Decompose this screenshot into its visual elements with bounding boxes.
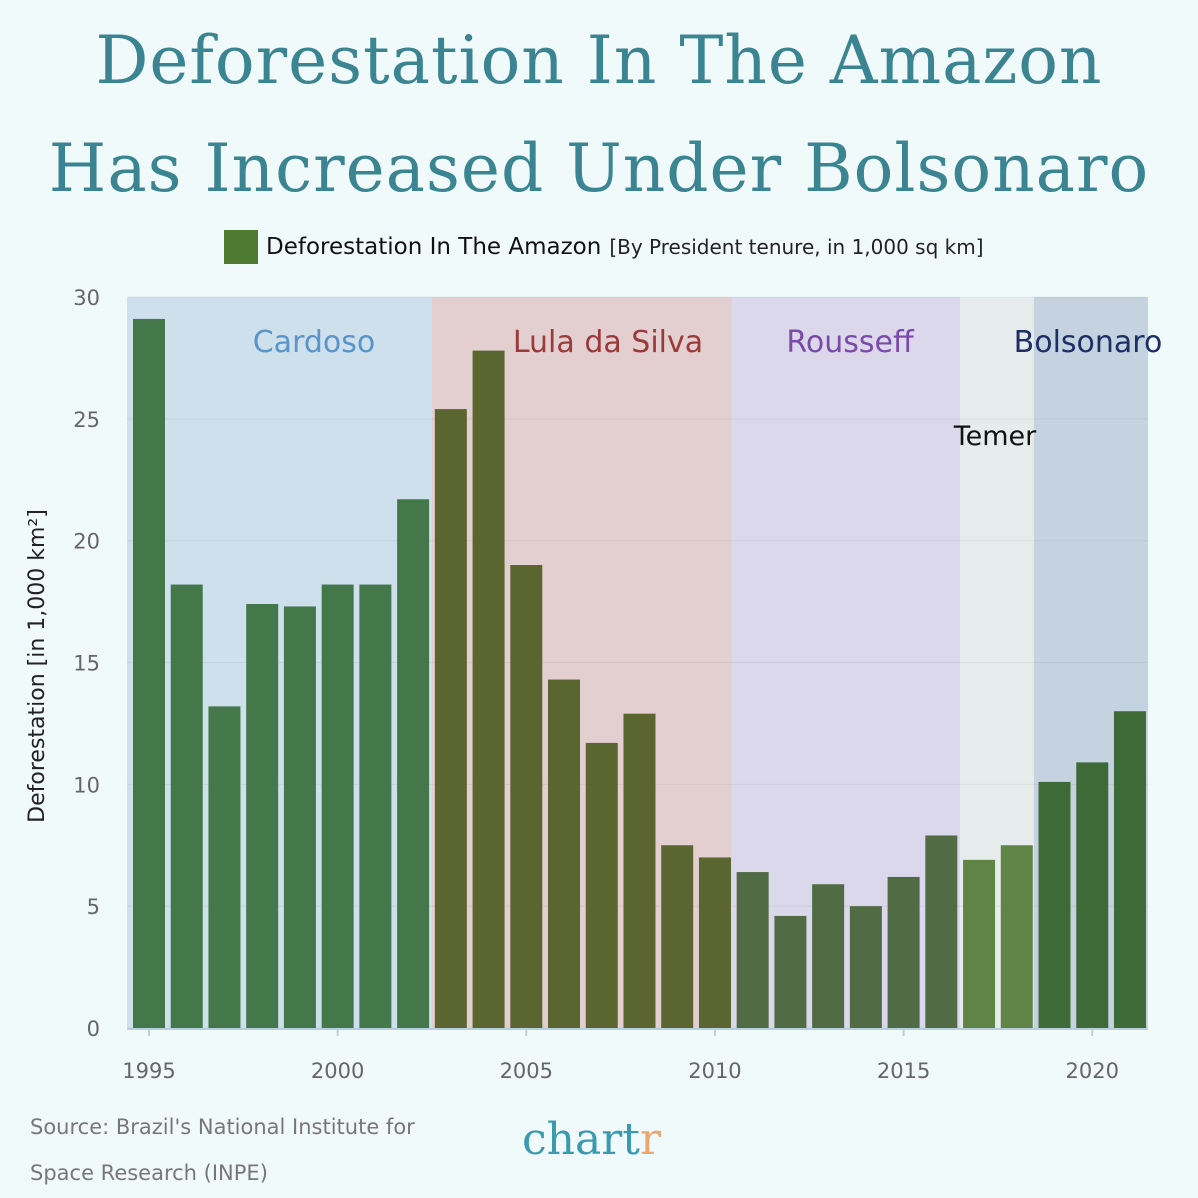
y-tick-label: 20 [73,530,100,554]
bar-2014 [849,906,882,1028]
logo-text: chart [522,1114,640,1165]
bar-2004 [472,350,505,1028]
legend: Deforestation In The Amazon [By Presiden… [224,230,984,264]
bar-2018 [1000,845,1033,1028]
x-tick-label: 2020 [1066,1059,1119,1083]
bar-2007 [585,742,618,1028]
bar-2012 [774,915,807,1028]
y-tick-label: 10 [73,773,100,797]
bar-2003 [434,409,467,1028]
chartr-logo: chartr [522,1114,661,1165]
bar-2021 [1113,711,1146,1028]
tenure-band-rousseff [731,297,961,1028]
president-label: Temer [953,421,1037,452]
bar-1995 [133,318,165,1028]
legend-subtitle: [By President tenure, in 1,000 sq km] [609,235,984,259]
title-line-2: Has Increased Under Bolsonaro [48,130,1150,207]
bar-1999 [283,606,316,1028]
bar-2005 [510,565,543,1028]
source-line-2: Space Research (INPE) [30,1161,268,1185]
bar-2011 [736,872,769,1028]
title-line-1: Deforestation In The Amazon [95,22,1103,99]
logo-accent: r [639,1114,661,1165]
bar-2013 [812,884,845,1028]
y-tick-label: 0 [87,1017,100,1041]
bar-2001 [359,584,392,1028]
y-tick-label: 25 [73,408,100,432]
x-tick-label: 2015 [877,1059,930,1083]
y-axis-label: Deforestation [in 1,000 km²] [25,509,50,823]
legend-swatch [224,230,258,264]
bar-2009 [661,845,694,1028]
bar-2015 [887,876,920,1028]
bar-1996 [170,584,203,1028]
bar-2019 [1038,781,1071,1028]
x-tick-label: 1995 [122,1059,175,1083]
legend-label: Deforestation In The Amazon [266,234,602,260]
bar-2010 [698,857,731,1028]
president-label: Lula da Silva [513,325,703,360]
x-tick-label: 2005 [500,1059,553,1083]
source-line-1: Source: Brazil's National Institute for [30,1115,415,1139]
bar-2002 [397,499,430,1028]
bar-2006 [548,679,581,1028]
president-label: Rousseff [786,325,915,360]
bar-1997 [208,706,241,1028]
bar-2016 [925,835,958,1028]
president-label: Bolsonaro [1014,325,1163,360]
president-label: Cardoso [253,325,376,360]
bar-2017 [963,859,996,1028]
bar-2008 [623,713,656,1028]
source-note: Source: Brazil's National Institute for … [30,1104,415,1196]
y-tick-label: 5 [87,895,100,919]
bar-2020 [1076,762,1109,1028]
x-tick-label: 2010 [688,1059,741,1083]
y-tick-label: 30 [73,286,100,310]
bar-2000 [321,584,354,1028]
y-tick-label: 15 [73,652,100,676]
x-tick-label: 2000 [311,1059,364,1083]
bar-1998 [246,604,279,1028]
